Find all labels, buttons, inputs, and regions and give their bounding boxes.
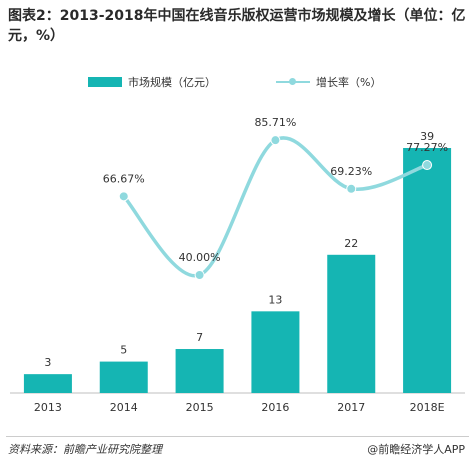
legend-label-growth-rate: 增长率（%） [316,76,382,89]
bar-value-label-2015: 7 [196,331,203,344]
growth-value-label-2015: 40.00% [179,251,221,264]
growth-value-label-2014: 66.67% [103,172,145,185]
chart-legend: 市场规模（亿元） 增长率（%） [0,74,475,92]
growth-rate-line [122,136,429,278]
legend-label-market-size: 市场规模（亿元） [128,76,216,89]
bar-value-label-2014: 5 [120,344,127,357]
growth-point-2017 [346,183,357,194]
bar-value-label-2018E: 39 [420,130,434,143]
bar-2015 [175,349,224,393]
x-tick-label-2016: 2016 [261,401,289,414]
growth-value-label-2017: 69.23% [330,165,372,178]
growth-point-2015 [194,270,205,280]
growth-value-label-2016: 85.71% [254,116,296,129]
growth-point-2018E [422,160,433,171]
x-tick-label-2017: 2017 [337,401,365,414]
legend-bar-swatch [88,77,122,87]
legend-item-market-size: 市场规模（亿元） [88,74,216,90]
bar-2013 [23,374,72,393]
growth-value-label-2018E: 77.27% [406,141,448,154]
x-tick-label-2015: 2015 [186,401,214,414]
bar-2014 [99,361,148,393]
x-tick-label-2013: 2013 [34,401,62,414]
bar-value-label-2013: 3 [44,356,51,369]
legend-line-swatch [276,77,310,87]
x-tick-label-2014: 2014 [110,401,138,414]
x-tick-label-2018E: 2018E [410,401,445,414]
footer-divider [6,436,469,437]
bar-2017 [327,254,376,393]
brand-watermark: @前瞻经济学人APP [367,443,465,456]
bar-2016 [251,311,300,393]
bar-value-label-2017: 22 [344,237,358,250]
growth-point-2016 [270,135,281,146]
chart-title: 图表2：2013-2018年中国在线音乐版权运营市场规模及增长（单位：亿元，%） [8,8,466,44]
bar-value-label-2016: 13 [268,293,282,306]
bar-2018E [403,148,452,393]
source-note: 资料来源：前瞻产业研究院整理 [8,443,162,456]
legend-item-growth-rate: 增长率（%） [276,74,381,90]
growth-point-2014 [118,191,129,202]
